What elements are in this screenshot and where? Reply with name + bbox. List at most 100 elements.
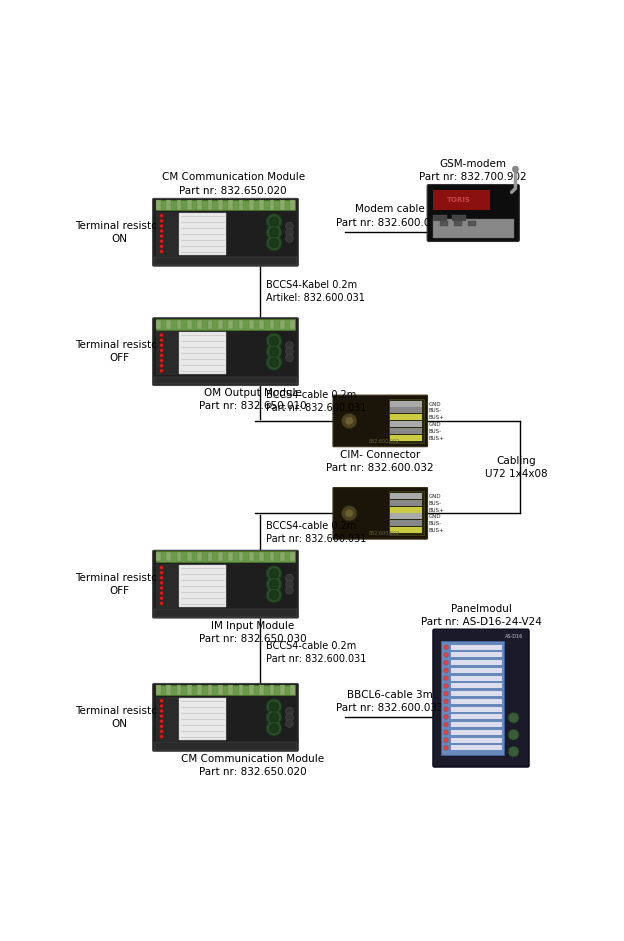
Bar — [187, 685, 192, 694]
Bar — [238, 320, 243, 329]
Bar — [391, 401, 422, 407]
Bar — [156, 320, 161, 329]
Bar — [451, 707, 502, 711]
Text: 832.600.002: 832.600.002 — [369, 532, 400, 536]
Bar — [218, 685, 223, 694]
Bar — [156, 331, 178, 375]
Circle shape — [444, 692, 449, 696]
Bar — [167, 552, 171, 562]
Bar — [187, 200, 192, 210]
Text: BCCS4-cable 0.2m
Part nr: 832.600.031: BCCS4-cable 0.2m Part nr: 832.600.031 — [266, 391, 367, 413]
Text: BUS+: BUS+ — [428, 507, 444, 513]
Bar — [290, 685, 295, 694]
Circle shape — [160, 566, 163, 569]
Bar — [451, 652, 502, 658]
Bar — [391, 520, 422, 526]
Bar — [228, 685, 233, 694]
Circle shape — [160, 348, 163, 352]
Bar — [280, 320, 285, 329]
Text: CM Communication Module
Part nr: 832.650.020: CM Communication Module Part nr: 832.650… — [162, 172, 305, 196]
Text: GSM-modem
Part nr: 832.700.902: GSM-modem Part nr: 832.700.902 — [419, 159, 527, 183]
Bar — [167, 685, 171, 694]
Bar — [179, 565, 226, 607]
Bar — [391, 514, 422, 519]
Bar — [280, 685, 285, 694]
Bar — [177, 320, 182, 329]
Bar — [432, 219, 514, 238]
Bar — [451, 661, 502, 665]
Bar — [218, 552, 223, 562]
Bar — [391, 527, 422, 533]
Circle shape — [286, 354, 293, 361]
Bar — [259, 685, 264, 694]
Circle shape — [286, 229, 293, 236]
Circle shape — [286, 720, 293, 727]
Circle shape — [444, 707, 449, 711]
Bar — [259, 200, 264, 210]
Circle shape — [444, 653, 449, 657]
Circle shape — [160, 229, 163, 233]
Text: CIM- Connector
Part nr: 832.600.032: CIM- Connector Part nr: 832.600.032 — [326, 450, 434, 473]
Bar — [156, 685, 161, 694]
Circle shape — [286, 348, 293, 356]
Text: GND: GND — [428, 494, 441, 499]
Bar — [228, 320, 233, 329]
FancyBboxPatch shape — [427, 184, 519, 242]
Circle shape — [160, 699, 163, 703]
Text: GND: GND — [428, 402, 441, 407]
Bar — [441, 221, 448, 226]
Text: Terminal resistor
OFF: Terminal resistor OFF — [76, 572, 162, 596]
Bar — [177, 552, 182, 562]
Bar — [156, 199, 295, 211]
Bar — [238, 552, 243, 562]
Circle shape — [270, 336, 278, 345]
Bar — [451, 714, 502, 720]
Bar — [228, 200, 233, 210]
Circle shape — [160, 725, 163, 728]
Bar — [154, 376, 297, 384]
Circle shape — [160, 234, 163, 238]
Bar — [451, 738, 502, 742]
Circle shape — [160, 359, 163, 362]
Bar — [208, 685, 212, 694]
Bar — [154, 609, 297, 617]
Circle shape — [286, 581, 293, 588]
Bar — [451, 722, 502, 727]
Circle shape — [160, 704, 163, 708]
Circle shape — [266, 587, 281, 602]
Circle shape — [160, 245, 163, 248]
Bar — [391, 421, 422, 427]
Circle shape — [160, 601, 163, 605]
Bar — [389, 399, 424, 443]
Circle shape — [266, 577, 281, 592]
Bar — [280, 552, 285, 562]
Bar — [208, 552, 212, 562]
Circle shape — [160, 586, 163, 590]
Text: BCCS4-cable 0.2m
Part nr: 832.600.031: BCCS4-cable 0.2m Part nr: 832.600.031 — [266, 641, 367, 664]
Bar — [451, 699, 502, 704]
Text: AS-D16: AS-D16 — [505, 634, 524, 639]
Text: Terminal resistor
ON: Terminal resistor ON — [76, 706, 162, 729]
Bar — [156, 697, 178, 741]
Circle shape — [160, 576, 163, 580]
Circle shape — [444, 676, 449, 680]
Bar — [451, 668, 502, 673]
Bar — [238, 200, 243, 210]
Bar — [270, 320, 274, 329]
Circle shape — [444, 683, 449, 688]
Circle shape — [266, 343, 281, 359]
Bar — [156, 552, 161, 562]
Circle shape — [270, 358, 278, 367]
Circle shape — [160, 224, 163, 228]
Text: BCCS4-Kabel 0.2m
Artikel: 832.600.031: BCCS4-Kabel 0.2m Artikel: 832.600.031 — [266, 279, 365, 303]
Bar — [280, 200, 285, 210]
Text: Panelmodul
Part nr: AS-D16-24-V24: Panelmodul Part nr: AS-D16-24-V24 — [421, 604, 542, 627]
Text: BUS+: BUS+ — [428, 436, 444, 440]
Bar — [197, 200, 202, 210]
Circle shape — [286, 222, 293, 230]
Circle shape — [160, 219, 163, 223]
Circle shape — [160, 214, 163, 217]
Bar — [208, 200, 212, 210]
Circle shape — [341, 413, 357, 428]
Text: TORIS: TORIS — [447, 198, 471, 203]
